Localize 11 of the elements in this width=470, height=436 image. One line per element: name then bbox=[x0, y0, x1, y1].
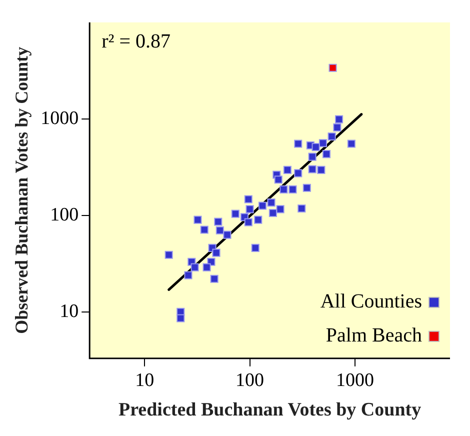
x-tick-label: 1000 bbox=[336, 370, 374, 391]
y-axis-title: Observed Buchanan Votes by County bbox=[11, 46, 32, 334]
y-tick-label: 1000 bbox=[40, 108, 79, 129]
legend-label: All Counties bbox=[320, 290, 422, 313]
x-axis-title: Predicted Buchanan Votes by County bbox=[118, 400, 422, 421]
y-tick-label: 100 bbox=[50, 204, 79, 226]
x-tick-label: 10 bbox=[135, 370, 154, 391]
annotation: r² = 0.87 bbox=[102, 30, 171, 53]
x-tick-label: 100 bbox=[236, 370, 264, 391]
y-tick-label: 10 bbox=[60, 300, 79, 322]
legend-label: Palm Beach bbox=[326, 324, 422, 347]
